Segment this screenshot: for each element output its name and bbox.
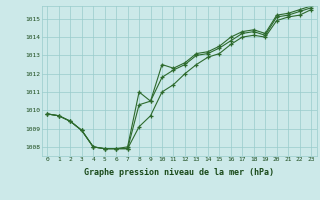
X-axis label: Graphe pression niveau de la mer (hPa): Graphe pression niveau de la mer (hPa) [84,168,274,177]
